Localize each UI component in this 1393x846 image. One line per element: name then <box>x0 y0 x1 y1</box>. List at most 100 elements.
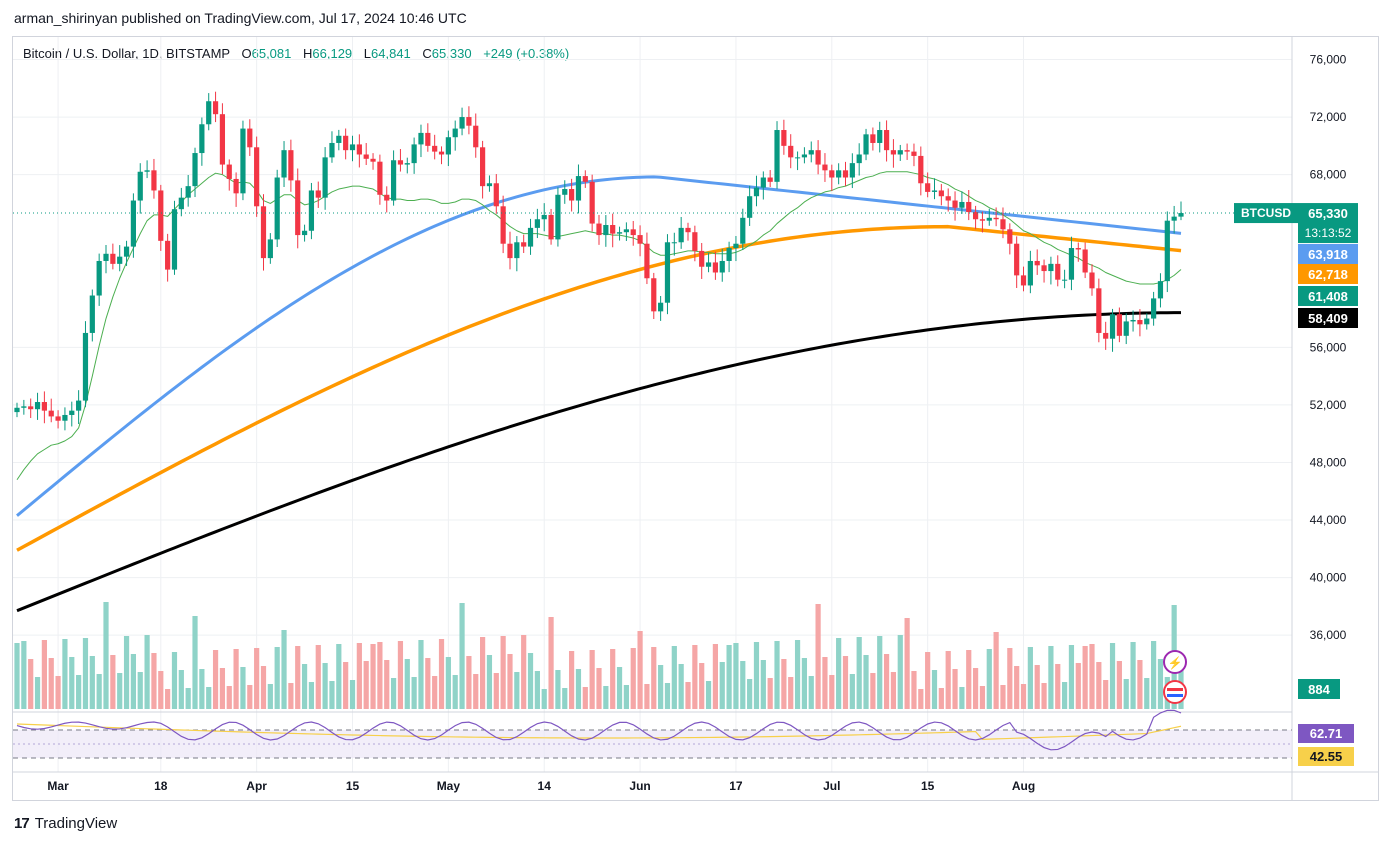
candle-body <box>1007 229 1013 244</box>
candle-body <box>1164 220 1170 282</box>
candle-body <box>1137 319 1143 325</box>
volume-bar <box>527 653 534 709</box>
candle-body <box>343 135 349 151</box>
candle-body <box>356 144 362 155</box>
candle-body <box>103 253 109 261</box>
candle-body <box>212 101 219 115</box>
volume-bar <box>384 660 390 709</box>
candle-body <box>952 200 958 208</box>
volume-bar <box>212 650 219 709</box>
volume-bar <box>842 656 849 709</box>
candle-body <box>664 242 671 303</box>
rsi-label-box <box>1298 724 1354 743</box>
time-tick-label: Jul <box>823 779 840 793</box>
volume-bar <box>1144 678 1150 709</box>
volume-bar <box>322 663 328 709</box>
candle-body <box>637 235 643 244</box>
volume-bar <box>1041 683 1047 709</box>
ma-black-line <box>16 311 1182 613</box>
volume-bar <box>671 646 677 709</box>
candle-body <box>705 262 712 267</box>
candle-body <box>726 248 732 261</box>
volume-bar <box>904 618 910 709</box>
candle-body <box>404 163 410 165</box>
candle-body <box>1075 248 1081 250</box>
candle-body <box>972 212 979 220</box>
candle-body <box>644 243 650 279</box>
candle-body <box>69 410 75 415</box>
candle-body <box>863 134 869 155</box>
volume-bar <box>349 680 356 709</box>
volume-bar <box>432 676 438 709</box>
volume-bar <box>1130 642 1136 709</box>
volume-bar <box>870 673 876 709</box>
flag-stripe <box>1167 694 1183 697</box>
symbol-label-box <box>1234 203 1298 224</box>
volume-bar <box>972 668 979 709</box>
volume-bar <box>356 643 362 709</box>
change-value: +249 (+0.38%) <box>483 46 570 61</box>
volume-bar <box>1151 641 1157 709</box>
volume-bar <box>808 676 814 709</box>
close-value: 65,330 <box>431 46 472 61</box>
volume-bar <box>1089 644 1095 709</box>
us-flag-icon <box>1163 680 1187 704</box>
flag-stripe <box>1167 688 1183 691</box>
volume-bar <box>623 685 629 709</box>
rsi-value-label: 62.71 <box>1310 726 1343 741</box>
candle-body <box>986 217 992 221</box>
candle-body <box>55 416 61 421</box>
candle-body <box>1014 243 1020 276</box>
volume-bar <box>596 668 602 709</box>
open-value: 65,081 <box>251 46 292 61</box>
volume-bar <box>226 686 232 709</box>
volume-bar <box>1096 662 1102 709</box>
candle-body <box>438 151 445 155</box>
volume-bar <box>938 688 944 709</box>
volume-bar <box>712 644 719 709</box>
volume-bar <box>377 642 383 709</box>
price-labels: BTCUSD 65,330 13:13:52 63,918 62,718 61,408 58… <box>1234 203 1358 699</box>
candle-body <box>993 217 999 220</box>
volume-bar <box>62 639 68 709</box>
volume-bar <box>192 616 198 709</box>
candle-body <box>623 229 629 233</box>
volume-bar <box>1014 666 1020 709</box>
rsi-ma-label-box <box>1298 747 1354 766</box>
high-label: H <box>303 46 313 61</box>
candle-body <box>171 209 178 270</box>
volume-bar <box>849 674 855 709</box>
candle-body <box>363 154 369 159</box>
candle-body <box>918 155 924 184</box>
volume-bar <box>1007 648 1013 709</box>
volume-bar <box>979 686 986 709</box>
candle-body <box>377 161 383 195</box>
volume-bar <box>41 640 47 709</box>
volume-bar <box>425 658 431 709</box>
lightning-glyph: ⚡ <box>1168 656 1183 670</box>
volume-bar <box>1123 679 1129 709</box>
volume-bar <box>69 657 75 709</box>
countdown-label: 13:13:52 <box>1305 226 1352 240</box>
candle-body <box>445 137 451 155</box>
volume-bar <box>404 659 410 709</box>
candle-body <box>281 150 287 178</box>
candle-body <box>459 117 465 129</box>
time-tick-label: May <box>437 779 461 793</box>
volume-bar <box>575 669 582 709</box>
candle-body <box>1034 260 1040 266</box>
symbol-label: BTCUSD <box>1241 206 1291 220</box>
volume-bar <box>548 617 554 709</box>
volume-bar <box>473 674 479 709</box>
candle-body <box>425 132 431 146</box>
candle-body <box>479 147 486 187</box>
volume-bar <box>479 637 486 709</box>
price-label-box <box>1298 203 1358 244</box>
open-label: O <box>241 46 252 61</box>
candle-body <box>452 128 458 138</box>
volume-bar <box>890 672 897 709</box>
volume-bar <box>705 681 712 709</box>
candle-body <box>555 194 561 240</box>
candle-body <box>185 186 191 198</box>
